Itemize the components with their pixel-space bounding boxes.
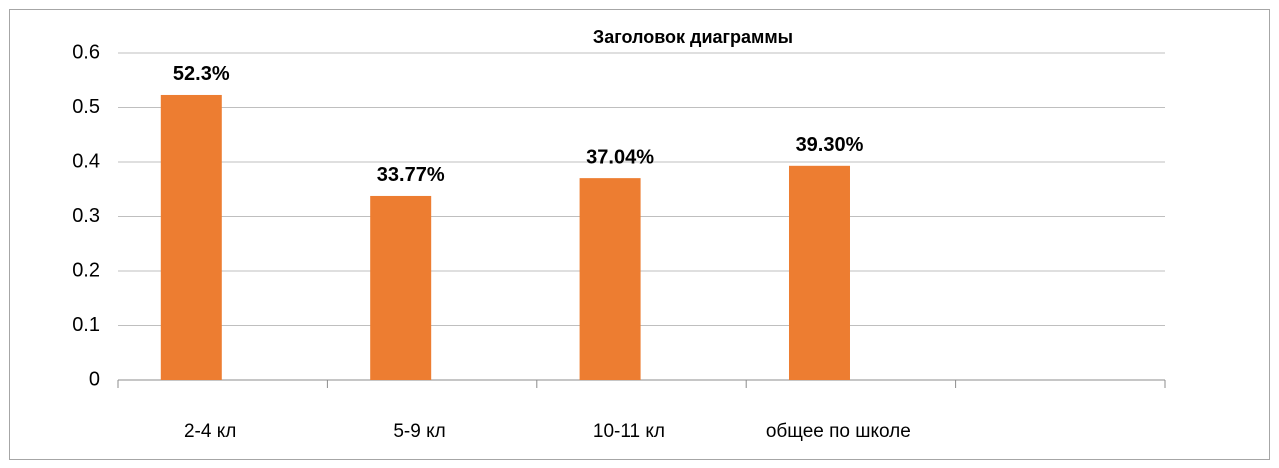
x-tick-label: 10-11 кл xyxy=(593,421,665,442)
data-label: 52.3% xyxy=(173,63,230,85)
x-tick-label: 2-4 кл xyxy=(184,421,236,442)
x-tick-label: общее по школе xyxy=(766,421,911,442)
bar xyxy=(579,178,641,380)
chart-title: Заголовок диаграммы xyxy=(593,27,793,47)
data-label: 39.30% xyxy=(796,134,864,156)
y-tick-label: 0.4 xyxy=(72,150,100,172)
y-tick-label: 0.3 xyxy=(72,205,100,227)
data-label: 37.04% xyxy=(586,146,654,168)
y-tick-label: 0.5 xyxy=(72,96,100,118)
y-tick-label: 0.6 xyxy=(72,41,100,63)
x-tick-label: 5-9 кл xyxy=(393,421,445,442)
y-tick-label: 0.2 xyxy=(72,259,100,281)
y-tick-label: 0 xyxy=(89,368,100,390)
bar xyxy=(160,94,222,380)
bar xyxy=(788,165,850,380)
data-label: 33.77% xyxy=(377,164,445,186)
bar xyxy=(370,195,432,380)
y-tick-label: 0.1 xyxy=(72,314,100,336)
